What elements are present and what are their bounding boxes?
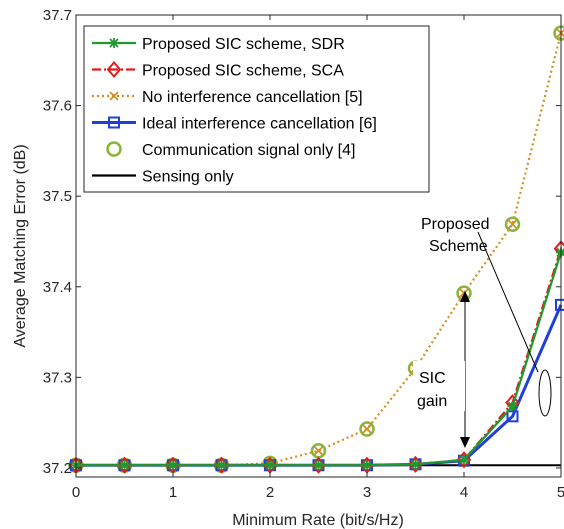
series-1-point-8 xyxy=(456,451,472,469)
x-tick-label-1: 1 xyxy=(169,484,177,501)
y-tick-label-2: 37.4 xyxy=(43,279,72,296)
axes-frame xyxy=(75,14,562,478)
legend-entry-1: Proposed SIC scheme, SCA xyxy=(92,60,344,80)
sic-gain-arrowhead-top xyxy=(460,291,470,302)
series-0-point-3 xyxy=(216,460,227,471)
series-0-point-8 xyxy=(459,454,469,465)
legend-label-0: Proposed SIC scheme, SDR xyxy=(142,36,345,53)
x-axis-label: Minimum Rate (bit/s/Hz) xyxy=(232,512,404,529)
legend-marker-1 xyxy=(106,60,122,79)
series-2-point-6 xyxy=(362,424,372,434)
legend-entry-0: Proposed SIC scheme, SDR xyxy=(92,36,345,53)
series-0 xyxy=(71,247,564,471)
series-1-point-1 xyxy=(117,456,132,474)
proposed-scheme-ellipse xyxy=(538,369,552,417)
legend-label-4: Communication signal only [4] xyxy=(142,142,355,159)
legend-entry-5: Sensing only xyxy=(92,169,234,186)
sic-gain-label-line2: gain xyxy=(417,393,447,410)
legend-label-1: Proposed SIC scheme, SCA xyxy=(142,63,344,80)
legend-label-3: Ideal interference cancellation [6] xyxy=(142,116,377,133)
x-tick-label-4: 4 xyxy=(460,484,468,501)
legend-label-5: Sensing only xyxy=(142,169,234,186)
series-1-point-3 xyxy=(214,456,229,474)
legend-marker-2 xyxy=(109,91,119,101)
series-group xyxy=(68,25,564,474)
series-1-point-7 xyxy=(408,455,423,473)
series-1-point-5 xyxy=(311,456,326,474)
series-2-point-5 xyxy=(313,446,324,456)
x-tick-label-5: 5 xyxy=(557,484,564,501)
x-tick-label-2: 2 xyxy=(266,484,274,501)
proposed-scheme-label-line2: Scheme xyxy=(429,238,488,255)
sic-gain-arrowhead-bottom xyxy=(460,437,470,448)
series-4-point-6 xyxy=(359,421,375,437)
y-tick-label-0: 37.2 xyxy=(43,460,72,477)
series-0-point-1 xyxy=(119,460,130,471)
legend-box xyxy=(83,25,430,193)
y-tick-label-5: 37.7 xyxy=(43,7,72,24)
legend-marker-0 xyxy=(109,38,119,48)
y-tick-label-4: 37.6 xyxy=(43,98,72,115)
sic-gain-label-line1: SIC xyxy=(419,370,446,387)
tick-group: 0 1 2 3 4 5 37.2 37.3 37.4 37.5 37.6 37.7 xyxy=(43,7,564,501)
series-0-point-4 xyxy=(265,460,275,471)
series-0-point-5 xyxy=(313,460,324,471)
legend-marker-4 xyxy=(106,141,122,157)
axes-box xyxy=(75,14,562,478)
legend-label-2: No interference cancellation [5] xyxy=(142,89,363,106)
x-tick-label-3: 3 xyxy=(363,484,371,501)
y-axis-label: Average Matching Error (dB) xyxy=(12,144,29,347)
legend-marker-3 xyxy=(108,116,120,129)
series-0-point-7 xyxy=(410,459,421,470)
annotation-group: Proposed Scheme SIC gain xyxy=(413,216,552,448)
series-2-point-9 xyxy=(507,219,518,229)
legend-entry-3: Ideal interference cancellation [6] xyxy=(92,116,377,133)
sic-gain-label-bg xyxy=(413,361,465,411)
x-tick-label-0: 0 xyxy=(72,484,80,501)
series-4-point-9 xyxy=(504,216,521,233)
series-0-point-6 xyxy=(362,460,372,471)
proposed-scheme-label-line1: Proposed xyxy=(421,216,490,233)
y-tick-label-1: 37.3 xyxy=(43,369,72,386)
legend-entry-2: No interference cancellation [5] xyxy=(92,89,363,106)
legend: Proposed SIC scheme, SDR Proposed SIC sch… xyxy=(83,25,430,193)
y-tick-label-3: 37.5 xyxy=(43,188,72,205)
proposed-scheme-pointer xyxy=(477,231,539,373)
series-0-point-2 xyxy=(168,460,178,471)
series-0-point-9 xyxy=(507,401,518,412)
legend-entry-4: Communication signal only [4] xyxy=(106,141,355,159)
